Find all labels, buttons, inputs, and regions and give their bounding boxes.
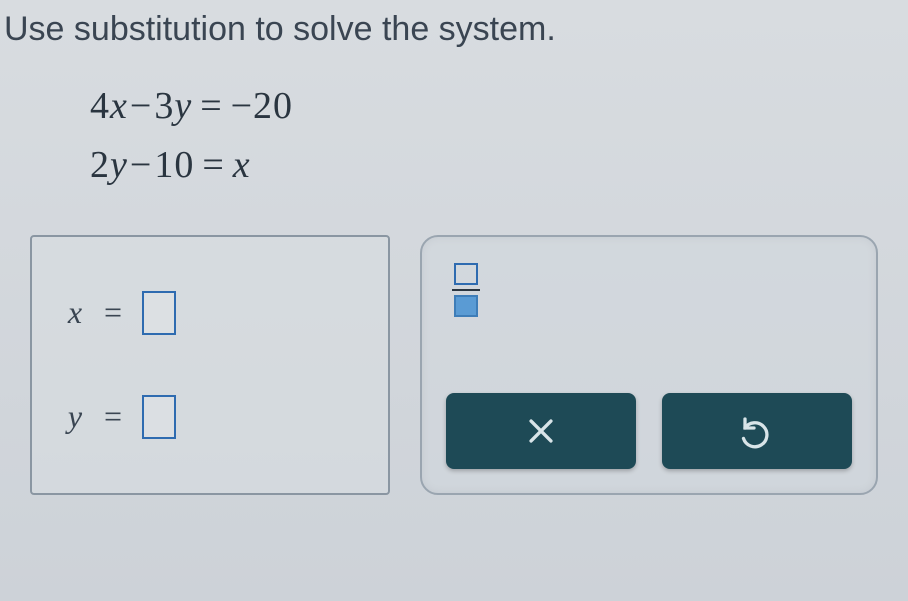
fraction-tool-button[interactable] <box>446 259 486 321</box>
eq1-coef-a: 4 <box>90 85 110 127</box>
equation-2: 2y−10=x <box>90 136 908 195</box>
answer-x-line: x = <box>60 291 360 335</box>
answer-y-eq: = <box>104 398 122 435</box>
button-row <box>446 393 852 469</box>
answer-box: x = y = <box>30 235 390 495</box>
fraction-numerator-icon <box>454 263 478 285</box>
equation-1: 4x−3y=−20 <box>90 77 908 136</box>
answer-x-label: x <box>60 294 90 331</box>
eq1-equals: = <box>200 85 222 127</box>
eq2-rhs-var: x <box>233 144 251 186</box>
instruction-text: Use substitution to solve the system. <box>0 0 908 49</box>
fraction-bar-icon <box>452 289 480 291</box>
fraction-denominator-icon <box>454 295 478 317</box>
eq2-equals: = <box>202 144 224 186</box>
undo-button[interactable] <box>662 393 852 469</box>
lower-row: x = y = <box>30 235 908 495</box>
answer-y-line: y = <box>60 395 360 439</box>
eq1-coef-b: 3 <box>154 85 174 127</box>
answer-y-label: y <box>60 398 90 435</box>
clear-button[interactable] <box>446 393 636 469</box>
answer-x-input[interactable] <box>142 291 176 335</box>
undo-icon <box>739 413 775 449</box>
answer-y-input[interactable] <box>142 395 176 439</box>
answer-x-eq: = <box>104 294 122 331</box>
eq2-op: − <box>130 144 152 186</box>
eq2-coef-a: 2 <box>90 144 110 186</box>
equation-block: 4x−3y=−20 2y−10=x <box>90 77 908 195</box>
eq1-var-b: y <box>174 85 192 127</box>
x-icon <box>524 414 558 448</box>
eq2-const: 10 <box>154 144 194 186</box>
tool-panel <box>420 235 878 495</box>
eq2-var-a: y <box>110 144 128 186</box>
eq1-op: − <box>130 85 152 127</box>
eq1-rhs: −20 <box>231 85 293 127</box>
eq1-var-a: x <box>110 85 128 127</box>
